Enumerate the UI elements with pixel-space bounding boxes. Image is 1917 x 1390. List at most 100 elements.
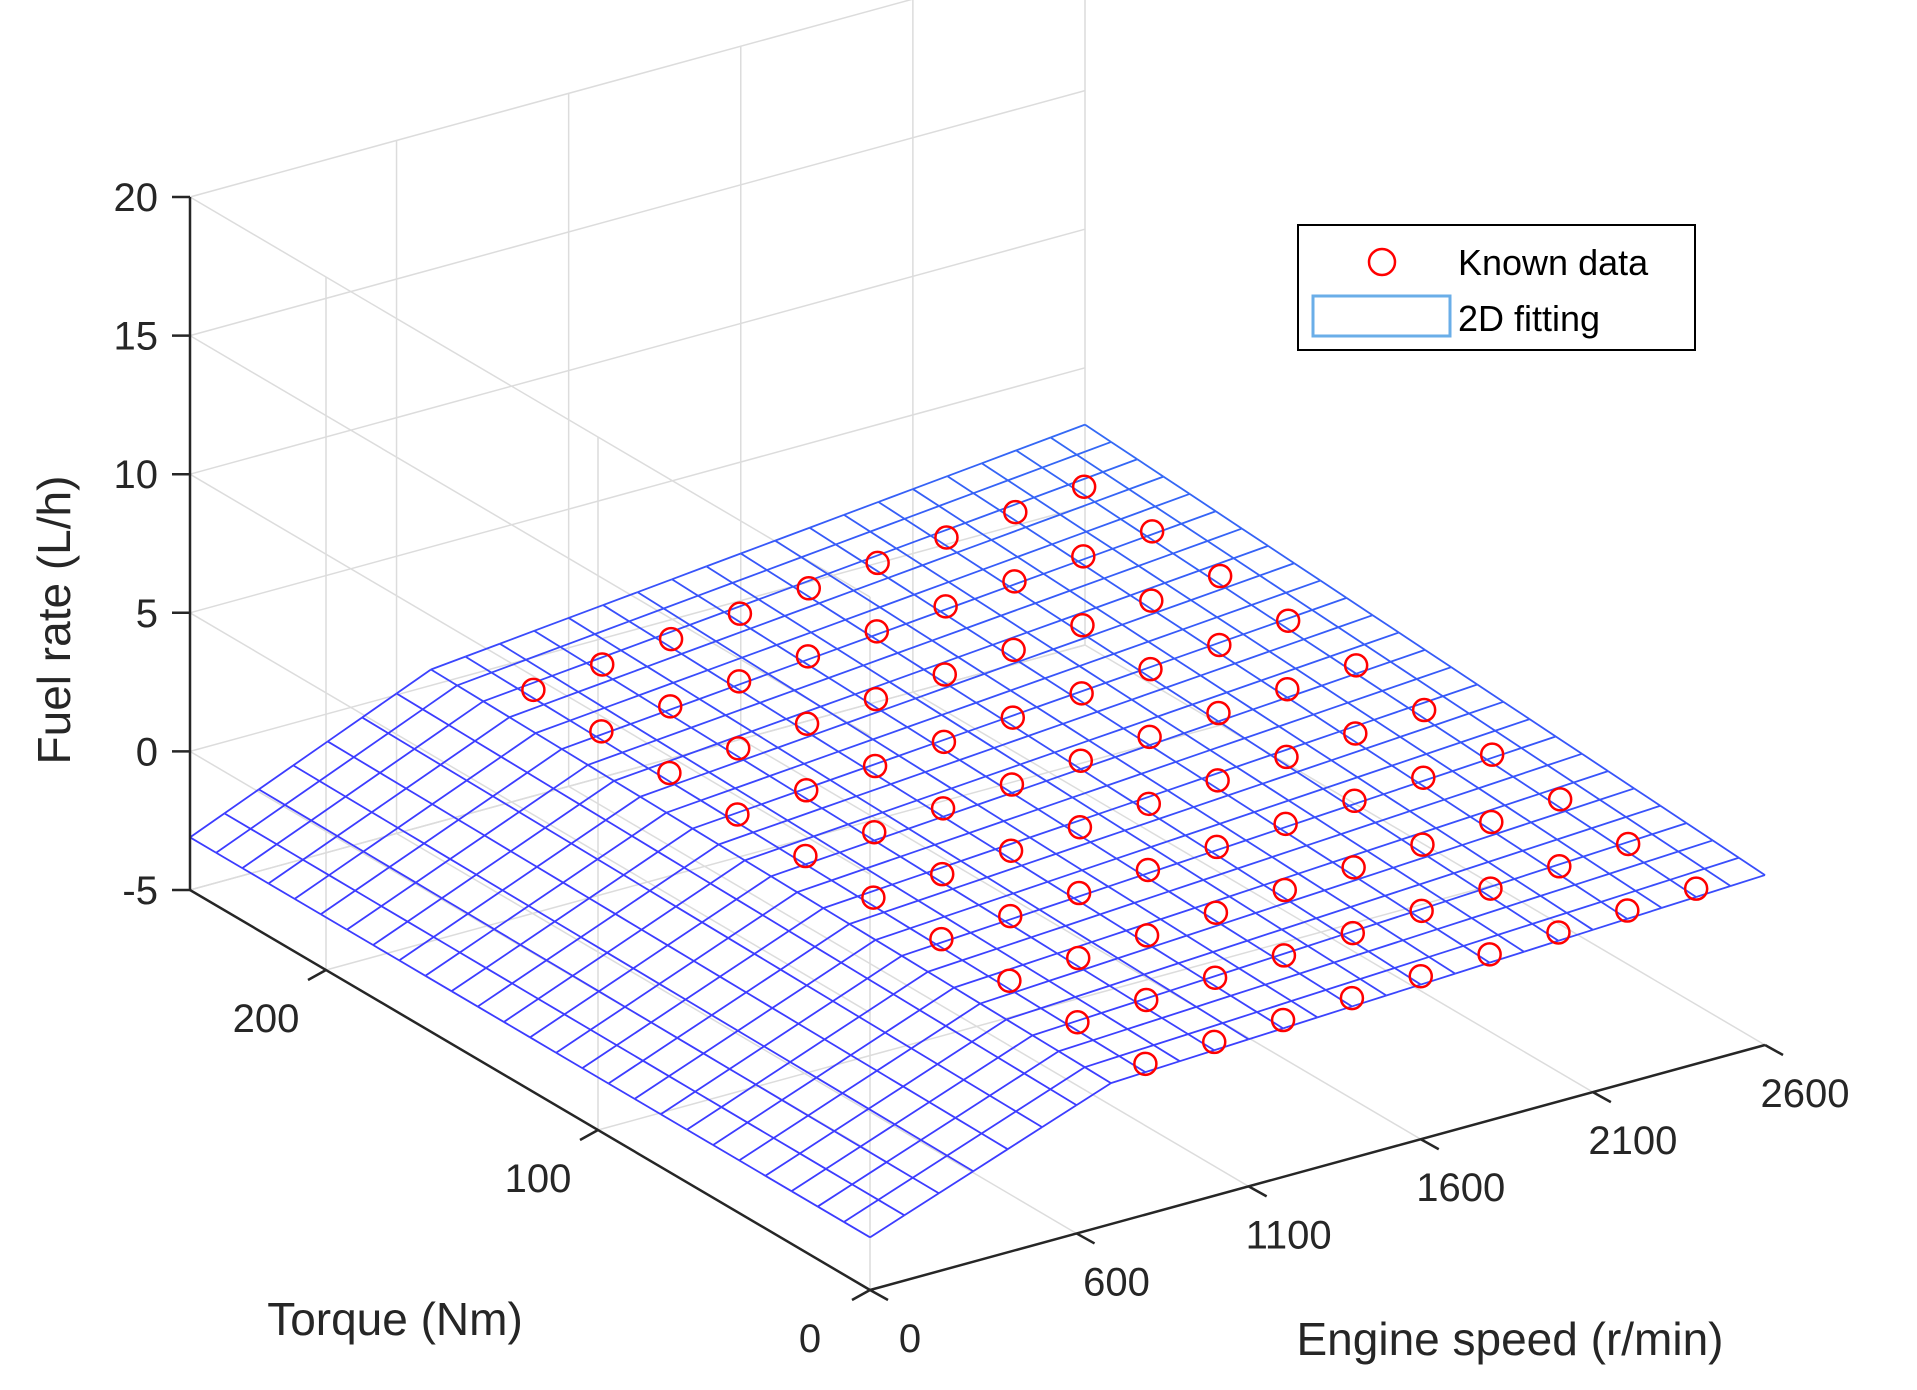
mesh-line (1241, 527, 1269, 547)
mesh-line (1165, 674, 1201, 689)
mesh-line (771, 1007, 799, 1025)
mesh-line (1487, 849, 1523, 863)
mesh-line (598, 967, 634, 993)
mesh-line (1062, 723, 1090, 742)
mesh-line (1573, 770, 1609, 784)
mesh-line (346, 905, 382, 931)
mesh-line (1442, 683, 1478, 698)
mesh-line (764, 1152, 801, 1177)
mesh-line (898, 742, 934, 757)
mesh-line (789, 1038, 826, 1063)
mesh-line (718, 843, 746, 862)
mesh-line (700, 787, 736, 802)
mesh-line (1436, 928, 1464, 947)
mesh-line (809, 513, 845, 529)
z-tick-label: 20 (114, 176, 159, 220)
mesh-line (1134, 890, 1170, 904)
mesh-line (956, 539, 992, 554)
known-data-point (1479, 742, 1505, 767)
mesh-line (638, 694, 666, 713)
mesh-line (1059, 513, 1087, 533)
mesh-line (1226, 679, 1262, 694)
mesh-line (920, 1139, 948, 1157)
mesh-line (972, 1148, 1009, 1172)
mesh-line (1212, 939, 1248, 953)
mesh-line (1027, 735, 1056, 754)
mesh-line (685, 975, 721, 1001)
mesh-line (833, 1130, 861, 1148)
mesh-line (1260, 679, 1288, 699)
mesh-line (919, 986, 955, 1011)
mesh-line (706, 552, 742, 568)
mesh-line (897, 639, 933, 654)
mesh-line (1574, 884, 1602, 903)
mesh-line (456, 684, 484, 703)
mesh-line (978, 892, 1014, 906)
mesh-line (1143, 973, 1171, 992)
mesh-line (533, 630, 561, 648)
mesh-line (840, 939, 877, 964)
mesh-line (1478, 787, 1506, 807)
mesh-line (784, 615, 812, 634)
mesh-line (1522, 838, 1558, 852)
mesh-line (1018, 648, 1054, 663)
grid-line (189, 334, 871, 737)
mesh-line (1271, 844, 1307, 858)
mesh-line (579, 780, 615, 806)
mesh-line (1312, 713, 1341, 733)
mesh-line (511, 982, 539, 1000)
mesh-line (814, 923, 850, 948)
mesh-line (1582, 844, 1618, 858)
mesh-line (842, 1092, 870, 1110)
mesh-line (1704, 856, 1740, 870)
mesh-line (1452, 770, 1480, 789)
mesh-line (900, 843, 936, 858)
mesh-line (1140, 773, 1168, 792)
mesh-line (1103, 577, 1131, 597)
mesh-line (552, 764, 589, 790)
mesh-line (922, 551, 958, 567)
mesh-line (1152, 934, 1188, 948)
mesh-line (302, 858, 330, 876)
mesh-line (464, 655, 493, 674)
mesh-line (433, 936, 461, 954)
mesh-line (970, 931, 998, 950)
mesh-line (1055, 841, 1091, 855)
known-data-point (934, 525, 959, 550)
mesh-line (1089, 841, 1118, 860)
mesh-line (1487, 861, 1515, 880)
mesh-line (946, 1132, 983, 1157)
mesh-line (750, 615, 786, 630)
mesh-line (602, 591, 638, 606)
mesh-line (1021, 864, 1049, 883)
mesh-line (959, 759, 987, 778)
mesh-line (1033, 483, 1069, 499)
mesh-line (1081, 857, 1117, 872)
mesh-line (1101, 1000, 1137, 1014)
mesh-line (1251, 604, 1279, 623)
mesh-line (1204, 967, 1240, 981)
known-data-point (1271, 943, 1297, 968)
mesh-line (1566, 912, 1594, 931)
mesh-line (1505, 906, 1533, 925)
mesh-line (1006, 1007, 1042, 1021)
known-data-point (929, 926, 954, 952)
mesh-line (546, 936, 582, 961)
mesh-line (963, 1056, 999, 1081)
mesh-line (820, 693, 856, 708)
mesh-line (1365, 736, 1401, 750)
mesh-line (1147, 628, 1183, 643)
mesh-line (1172, 540, 1208, 555)
mesh-line (909, 927, 937, 946)
mesh-line (1296, 771, 1324, 790)
mesh-line (966, 627, 994, 646)
mesh-line (1066, 1012, 1102, 1026)
mesh-line (1099, 902, 1135, 916)
mesh-line (797, 1022, 826, 1041)
mesh-line (934, 832, 970, 846)
mesh-line (850, 1031, 886, 1056)
mesh-line (931, 639, 959, 658)
legend-surface-swatch (1311, 294, 1452, 338)
known-data-point (521, 677, 546, 703)
mesh-line (1043, 573, 1071, 592)
